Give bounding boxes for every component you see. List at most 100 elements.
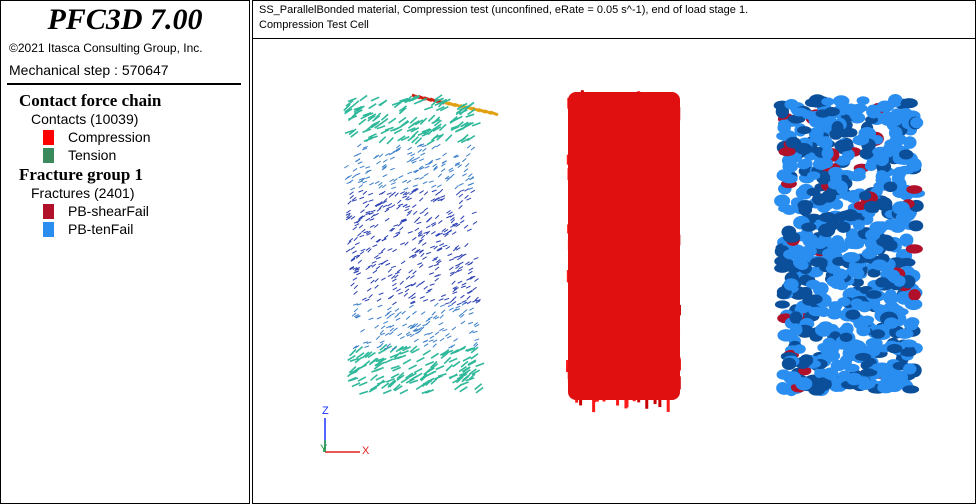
force-chain [464, 169, 468, 172]
force-chain [360, 166, 365, 168]
force-chain [439, 243, 444, 245]
force-chain [379, 185, 383, 188]
force-chain [438, 220, 442, 223]
force-chain [363, 201, 367, 203]
force-chain [384, 235, 388, 238]
force-chain [383, 205, 387, 207]
force-chain [399, 176, 403, 178]
force-chain [459, 200, 463, 203]
force-chain [393, 288, 397, 290]
force-chain [466, 178, 470, 181]
force-chain [454, 256, 459, 258]
force-chain [469, 268, 473, 270]
force-chain [425, 212, 429, 215]
fracture [902, 385, 919, 393]
force-chain [448, 305, 453, 307]
force-chain [405, 242, 409, 246]
force-chain [462, 159, 466, 162]
force-chain [396, 318, 400, 320]
force-chain [374, 213, 378, 215]
force-chain [408, 147, 412, 150]
force-chain [443, 153, 447, 156]
force-chain [461, 321, 465, 324]
force-chain [363, 191, 367, 194]
force-chain [450, 174, 454, 177]
force-chain [407, 212, 411, 215]
force-chain [440, 338, 444, 341]
force-chain [353, 278, 357, 281]
force-chain [449, 259, 454, 261]
force-chain [395, 193, 399, 197]
force-chain [436, 144, 440, 147]
force-chain [405, 286, 409, 288]
fracture [783, 232, 800, 243]
axis-label: Y [320, 443, 328, 455]
fracture [837, 222, 851, 233]
fracture [847, 241, 864, 250]
force-chain [391, 187, 396, 189]
force-chain [447, 336, 451, 338]
force-chain [409, 305, 413, 308]
force-chain [409, 270, 413, 273]
force-chain [388, 274, 393, 276]
force-chain [439, 323, 443, 325]
force-chain [419, 159, 424, 161]
force-chain [400, 390, 408, 394]
force-chain [459, 205, 463, 208]
force-chain [396, 289, 400, 292]
force-chain [379, 101, 387, 106]
force-chain [464, 225, 468, 228]
fracture [816, 109, 830, 117]
fracture [903, 363, 916, 374]
force-chain [358, 162, 363, 164]
force-chain [450, 272, 455, 274]
force-chain [385, 333, 389, 335]
fracture [866, 290, 882, 299]
force-chain [397, 206, 401, 209]
force-chain [446, 135, 452, 141]
force-chain [432, 312, 436, 316]
force-chain [442, 329, 447, 331]
fracture [848, 190, 860, 199]
force-chain [419, 191, 423, 194]
fracture [819, 214, 834, 222]
force-chain [428, 332, 432, 334]
force-chain [390, 157, 394, 159]
force-chain [469, 313, 474, 315]
force-chain [388, 269, 392, 272]
force-chain [386, 263, 391, 265]
force-chain [357, 233, 361, 236]
fracture [828, 167, 843, 178]
fracture [833, 268, 848, 280]
fracture [896, 329, 914, 339]
force-chain [412, 237, 416, 240]
force-chain [416, 217, 420, 221]
force-chain [468, 322, 473, 323]
force-chain [370, 219, 375, 221]
force-chain [410, 192, 414, 195]
force-chain [426, 219, 430, 222]
force-chain [373, 245, 378, 247]
force-chain [371, 214, 375, 217]
force-chain [441, 169, 445, 172]
force-chain [474, 339, 479, 341]
fracture [901, 98, 918, 108]
fracture [908, 300, 922, 309]
fracture [876, 170, 888, 183]
force-chain [461, 361, 468, 367]
fracture [801, 223, 816, 232]
fracture [812, 193, 827, 205]
force-chain [420, 282, 424, 285]
force-chain [406, 276, 410, 279]
force-chain [371, 280, 375, 283]
force-chain [457, 303, 462, 305]
fracture [887, 344, 902, 354]
force-chain [468, 188, 473, 190]
force-chain [395, 272, 400, 274]
force-chain [435, 192, 439, 195]
fracture [813, 158, 830, 170]
force-chain [368, 193, 373, 195]
force-chain [393, 225, 398, 227]
force-chain [369, 318, 374, 320]
force-chain [428, 115, 434, 121]
